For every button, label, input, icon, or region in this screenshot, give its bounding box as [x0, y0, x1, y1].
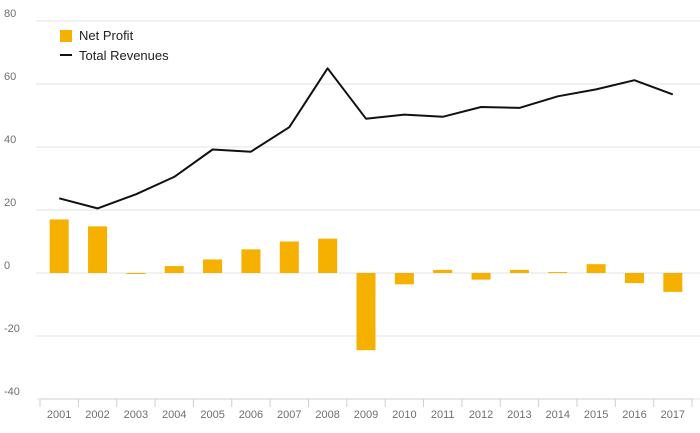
- legend-label-total-revenues: Total Revenues: [79, 48, 169, 63]
- total-revenues-line-group: [58, 67, 674, 210]
- x-tick-label: 2005: [200, 409, 224, 421]
- x-tick-label: 2016: [622, 409, 646, 421]
- net-profit-bars: [49, 219, 683, 351]
- x-tick-label: 2001: [47, 409, 71, 421]
- x-tick-label: 2002: [85, 409, 109, 421]
- bar-net-profit-2004: [164, 266, 184, 273]
- bar-net-profit-2015: [586, 264, 606, 273]
- x-tick-label: 2007: [277, 409, 301, 421]
- y-tick-label: 40: [4, 134, 16, 146]
- bar-net-profit-2011: [433, 269, 453, 273]
- y-tick-label: 80: [4, 8, 16, 20]
- x-tick-label: 2012: [469, 409, 493, 421]
- bar-net-profit-2017: [663, 273, 683, 292]
- bar-net-profit-2016: [624, 273, 644, 284]
- y-tick-label: 60: [4, 71, 16, 83]
- x-tick-label: 2011: [431, 409, 455, 421]
- bar-net-profit-2006: [241, 249, 261, 273]
- x-tick-label: 2003: [124, 409, 148, 421]
- bar-net-profit-2012: [471, 273, 491, 280]
- x-tick-label: 2009: [354, 409, 378, 421]
- x-tick-label: 2010: [392, 409, 416, 421]
- y-axis-labels: 80 60 40 20 0 -20 -40: [4, 8, 20, 398]
- legend-label-net-profit: Net Profit: [79, 28, 134, 43]
- line-total-revenues: [58, 67, 674, 210]
- y-tick-label: -40: [4, 386, 20, 398]
- bar-net-profit-2008: [318, 238, 338, 273]
- x-axis: 2001 2002 2003 2004 2005 2006 2007 2008 2009 2010…: [39, 398, 693, 421]
- y-tick-label: -20: [4, 323, 20, 335]
- x-tick-label: 2014: [546, 409, 570, 421]
- y-tick-label: 0: [4, 260, 10, 272]
- legend-swatch-net-profit: [60, 30, 72, 42]
- x-tick-label: 2004: [162, 409, 186, 421]
- bar-net-profit-2010: [394, 273, 414, 285]
- bar-net-profit-2009: [356, 273, 376, 351]
- bar-net-profit-2013: [509, 269, 529, 273]
- y-tick-label: 20: [4, 197, 16, 209]
- bar-net-profit-2014: [548, 272, 568, 274]
- legend: Net Profit Total Revenues: [60, 28, 169, 63]
- x-tick-label: 2006: [239, 409, 263, 421]
- bar-net-profit-2002: [88, 226, 108, 273]
- x-tick-label: 2017: [661, 409, 685, 421]
- x-tick-label: 2013: [507, 409, 531, 421]
- x-tick-label: 2015: [584, 409, 608, 421]
- bar-net-profit-2007: [279, 241, 299, 273]
- bar-net-profit-2001: [49, 219, 69, 273]
- bar-net-profit-2003: [126, 273, 146, 274]
- x-tick-label: 2008: [315, 409, 339, 421]
- bar-net-profit-2005: [203, 259, 223, 273]
